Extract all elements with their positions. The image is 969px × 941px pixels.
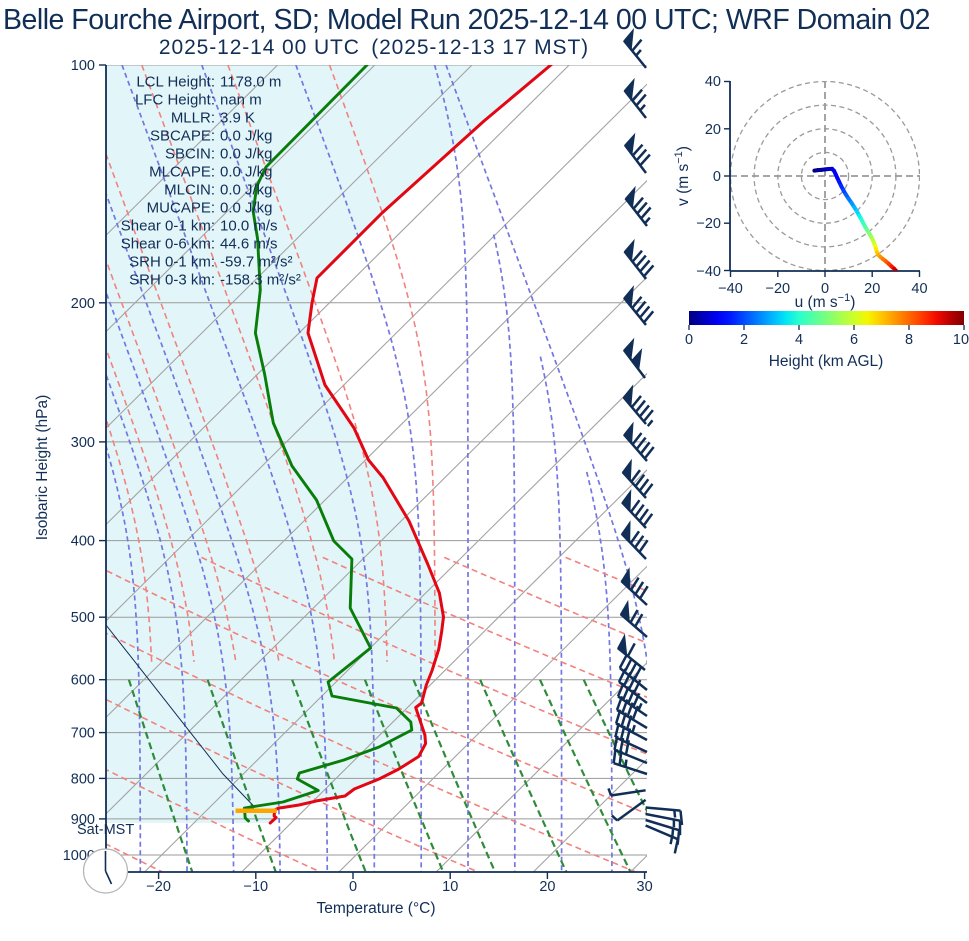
svg-text:Shear 0-1 km:: Shear 0-1 km: [121, 217, 215, 234]
svg-text:100: 100 [71, 58, 95, 74]
svg-text:0.0 J/kg: 0.0 J/kg [220, 145, 273, 162]
svg-text:MLCIN:: MLCIN: [164, 181, 215, 198]
svg-text:1178.0 m: 1178.0 m [220, 73, 281, 90]
svg-text:MLCAPE:: MLCAPE: [149, 163, 215, 180]
svg-text:0: 0 [821, 281, 829, 297]
svg-text:0.0 J/kg: 0.0 J/kg [220, 127, 273, 144]
svg-text:Belle Fourche Airport, SD; Mod: Belle Fourche Airport, SD; Model Run 202… [3, 4, 930, 36]
svg-text:−20: −20 [146, 879, 171, 895]
svg-text:700: 700 [71, 726, 95, 742]
svg-text:LCL Height:: LCL Height: [136, 73, 215, 90]
svg-text:−40: −40 [696, 264, 721, 280]
svg-text:3.9 K: 3.9 K [220, 109, 255, 126]
svg-text:0: 0 [685, 332, 693, 348]
svg-text:30: 30 [637, 879, 653, 895]
svg-text:Height (km AGL): Height (km AGL) [769, 353, 884, 370]
svg-text:Isobaric Height (hPa): Isobaric Height (hPa) [34, 395, 51, 541]
svg-text:0: 0 [349, 879, 357, 895]
svg-text:0.0 J/kg: 0.0 J/kg [220, 199, 273, 216]
svg-text:10: 10 [953, 332, 969, 348]
svg-text:SBCAPE:: SBCAPE: [150, 127, 215, 144]
svg-text:40: 40 [911, 281, 927, 297]
svg-text:-158.3 m²/s²: -158.3 m²/s² [220, 271, 301, 288]
svg-text:Temperature (°C): Temperature (°C) [316, 900, 435, 917]
svg-text:SRH 0-1 km:: SRH 0-1 km: [129, 253, 215, 270]
svg-text:nan m: nan m [220, 91, 262, 108]
svg-text:2025-12-14 00 UTC (2025-12-13: 2025-12-14 00 UTC (2025-12-13 17 MST) [159, 36, 589, 59]
svg-text:300: 300 [71, 435, 95, 451]
svg-text:0.0 J/kg: 0.0 J/kg [220, 181, 273, 198]
svg-text:800: 800 [71, 771, 95, 787]
svg-text:MUCAPE:: MUCAPE: [147, 199, 215, 216]
svg-text:−20: −20 [696, 216, 721, 232]
svg-text:600: 600 [71, 673, 95, 689]
svg-text:Shear 0-6 km:: Shear 0-6 km: [121, 235, 215, 252]
svg-text:6: 6 [850, 332, 858, 348]
svg-text:400: 400 [71, 534, 95, 550]
svg-text:10.0 m/s: 10.0 m/s [220, 217, 278, 234]
svg-text:MLLR:: MLLR: [171, 109, 215, 126]
svg-text:Sat-MST: Sat-MST [77, 822, 134, 838]
svg-text:SRH 0-3 km:: SRH 0-3 km: [129, 271, 215, 288]
svg-text:8: 8 [905, 332, 913, 348]
svg-text:0.0 J/kg: 0.0 J/kg [220, 163, 273, 180]
svg-text:500: 500 [71, 610, 95, 626]
svg-text:−10: −10 [243, 879, 268, 895]
svg-text:20: 20 [705, 122, 721, 138]
svg-text:-59.7 m²/s²: -59.7 m²/s² [220, 253, 293, 270]
svg-text:−40: −40 [718, 281, 743, 297]
svg-text:40: 40 [705, 74, 721, 90]
svg-text:200: 200 [71, 296, 95, 312]
svg-text:20: 20 [539, 879, 555, 895]
svg-text:44.6 m/s: 44.6 m/s [220, 235, 278, 252]
svg-text:4: 4 [795, 332, 803, 348]
svg-text:LFC Height:: LFC Height: [135, 91, 215, 108]
svg-text:20: 20 [864, 281, 880, 297]
svg-text:0: 0 [713, 169, 721, 185]
svg-text:10: 10 [442, 879, 458, 895]
svg-text:−20: −20 [765, 281, 790, 297]
svg-text:SBCIN:: SBCIN: [165, 145, 215, 162]
svg-text:2: 2 [740, 332, 748, 348]
svg-text:900: 900 [71, 812, 95, 828]
